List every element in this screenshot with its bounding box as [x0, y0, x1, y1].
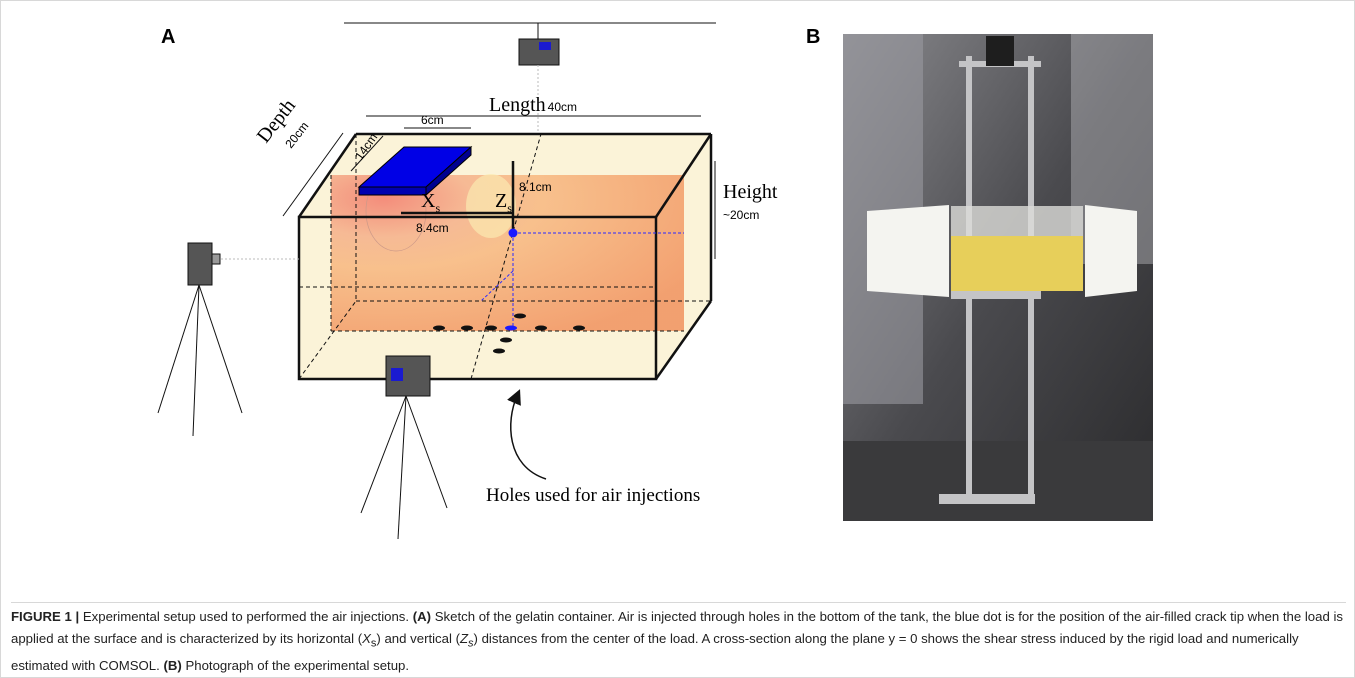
photo-light	[867, 205, 949, 297]
hole	[493, 349, 505, 354]
caption-label: (A)	[413, 609, 431, 624]
tripod-leg	[406, 396, 447, 508]
subscript: s	[435, 201, 440, 215]
symbol: X	[362, 631, 371, 646]
photo-light	[1085, 205, 1137, 297]
hole	[535, 326, 547, 331]
dimension-label: Height	[723, 181, 778, 203]
photo-floor	[843, 441, 1153, 521]
caption-text: Experimental setup used to performed the…	[83, 609, 409, 624]
label: Length	[489, 94, 546, 116]
dimension-label: 8.1cm	[519, 180, 552, 194]
symbol: Z	[460, 631, 468, 646]
dimension-label: 6cm	[421, 113, 444, 127]
symbol: X	[421, 190, 436, 212]
hole	[500, 338, 512, 343]
camera-lens	[212, 254, 220, 264]
photo-frame	[951, 291, 1041, 299]
caption: FIGURE 1 | Experimental setup used to pe…	[11, 602, 1346, 676]
tripod-leg	[199, 285, 242, 413]
crack-tip	[509, 229, 518, 238]
dimension-label: 8.4cm	[416, 221, 449, 235]
photo-base	[939, 494, 1035, 504]
tripod-leg	[398, 396, 406, 539]
panel-label: A	[161, 26, 175, 48]
tripod-leg	[158, 285, 199, 413]
photo-camera	[986, 36, 1014, 66]
camera-lens	[539, 42, 551, 50]
panel-label: B	[806, 26, 820, 48]
hole	[461, 326, 473, 331]
hole	[573, 326, 585, 331]
arrow	[511, 396, 546, 479]
tripod-leg	[193, 285, 199, 436]
load	[359, 187, 426, 195]
caption-text: Photograph of the experimental setup.	[185, 658, 409, 673]
camera-lens	[391, 368, 403, 381]
annotation: Holes used for air injections	[486, 485, 700, 506]
hole	[514, 314, 526, 319]
camera	[188, 243, 212, 285]
figure: A B 6cm 14cm Xs Zs 8.1cm 8.4cm	[0, 0, 1355, 678]
hole	[433, 326, 445, 331]
caption-label: (B)	[163, 658, 181, 673]
dimension-label: ~20cm	[723, 208, 759, 222]
hole	[505, 326, 517, 331]
symbol: Z	[495, 190, 507, 212]
value: 40cm	[548, 100, 577, 114]
figure-art: A B 6cm 14cm Xs Zs 8.1cm 8.4cm	[1, 1, 1354, 599]
photo-gelatin	[951, 236, 1083, 291]
caption-label: FIGURE 1 |	[11, 609, 79, 624]
subscript: s	[507, 201, 512, 215]
photo-tank	[951, 206, 1083, 236]
caption-text: ) and vertical (	[376, 631, 460, 646]
hole	[485, 326, 497, 331]
tripod-leg	[361, 396, 406, 513]
